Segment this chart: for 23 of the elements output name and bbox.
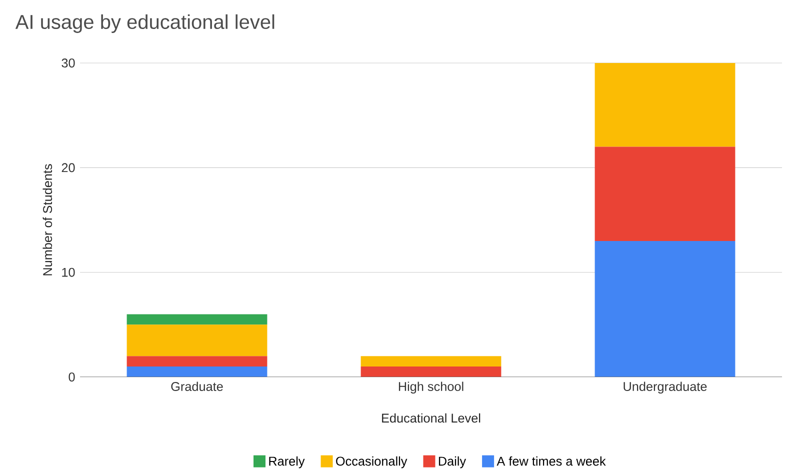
y-tick-label: 0: [68, 372, 75, 382]
chart-title: AI usage by educational level: [15, 14, 274, 33]
x-tick-label: Undergraduate: [624, 382, 707, 394]
x-tick-label: High school: [398, 382, 464, 394]
bar: [594, 146, 736, 241]
y-tick-label: 10: [62, 268, 75, 277]
x-tick-label: Graduate: [171, 382, 223, 392]
y-tick-label: 30: [62, 58, 75, 68]
bar: [594, 63, 736, 147]
bar: [126, 366, 268, 378]
bar: [126, 324, 268, 356]
bar: [594, 240, 736, 378]
y-axis-title: Number of Students: [42, 164, 52, 276]
bar: [360, 366, 502, 378]
legend-label: Daily: [438, 456, 466, 468]
y-tick-label: 20: [62, 163, 75, 172]
bar: [126, 314, 268, 325]
bar: [360, 356, 502, 367]
legend-label: Rarely: [269, 456, 305, 468]
legend-label: A few times a week: [496, 456, 606, 466]
x-axis-title: Educational Level: [382, 413, 480, 423]
bar: [126, 356, 268, 367]
legend-label: Occasionally: [336, 456, 408, 468]
